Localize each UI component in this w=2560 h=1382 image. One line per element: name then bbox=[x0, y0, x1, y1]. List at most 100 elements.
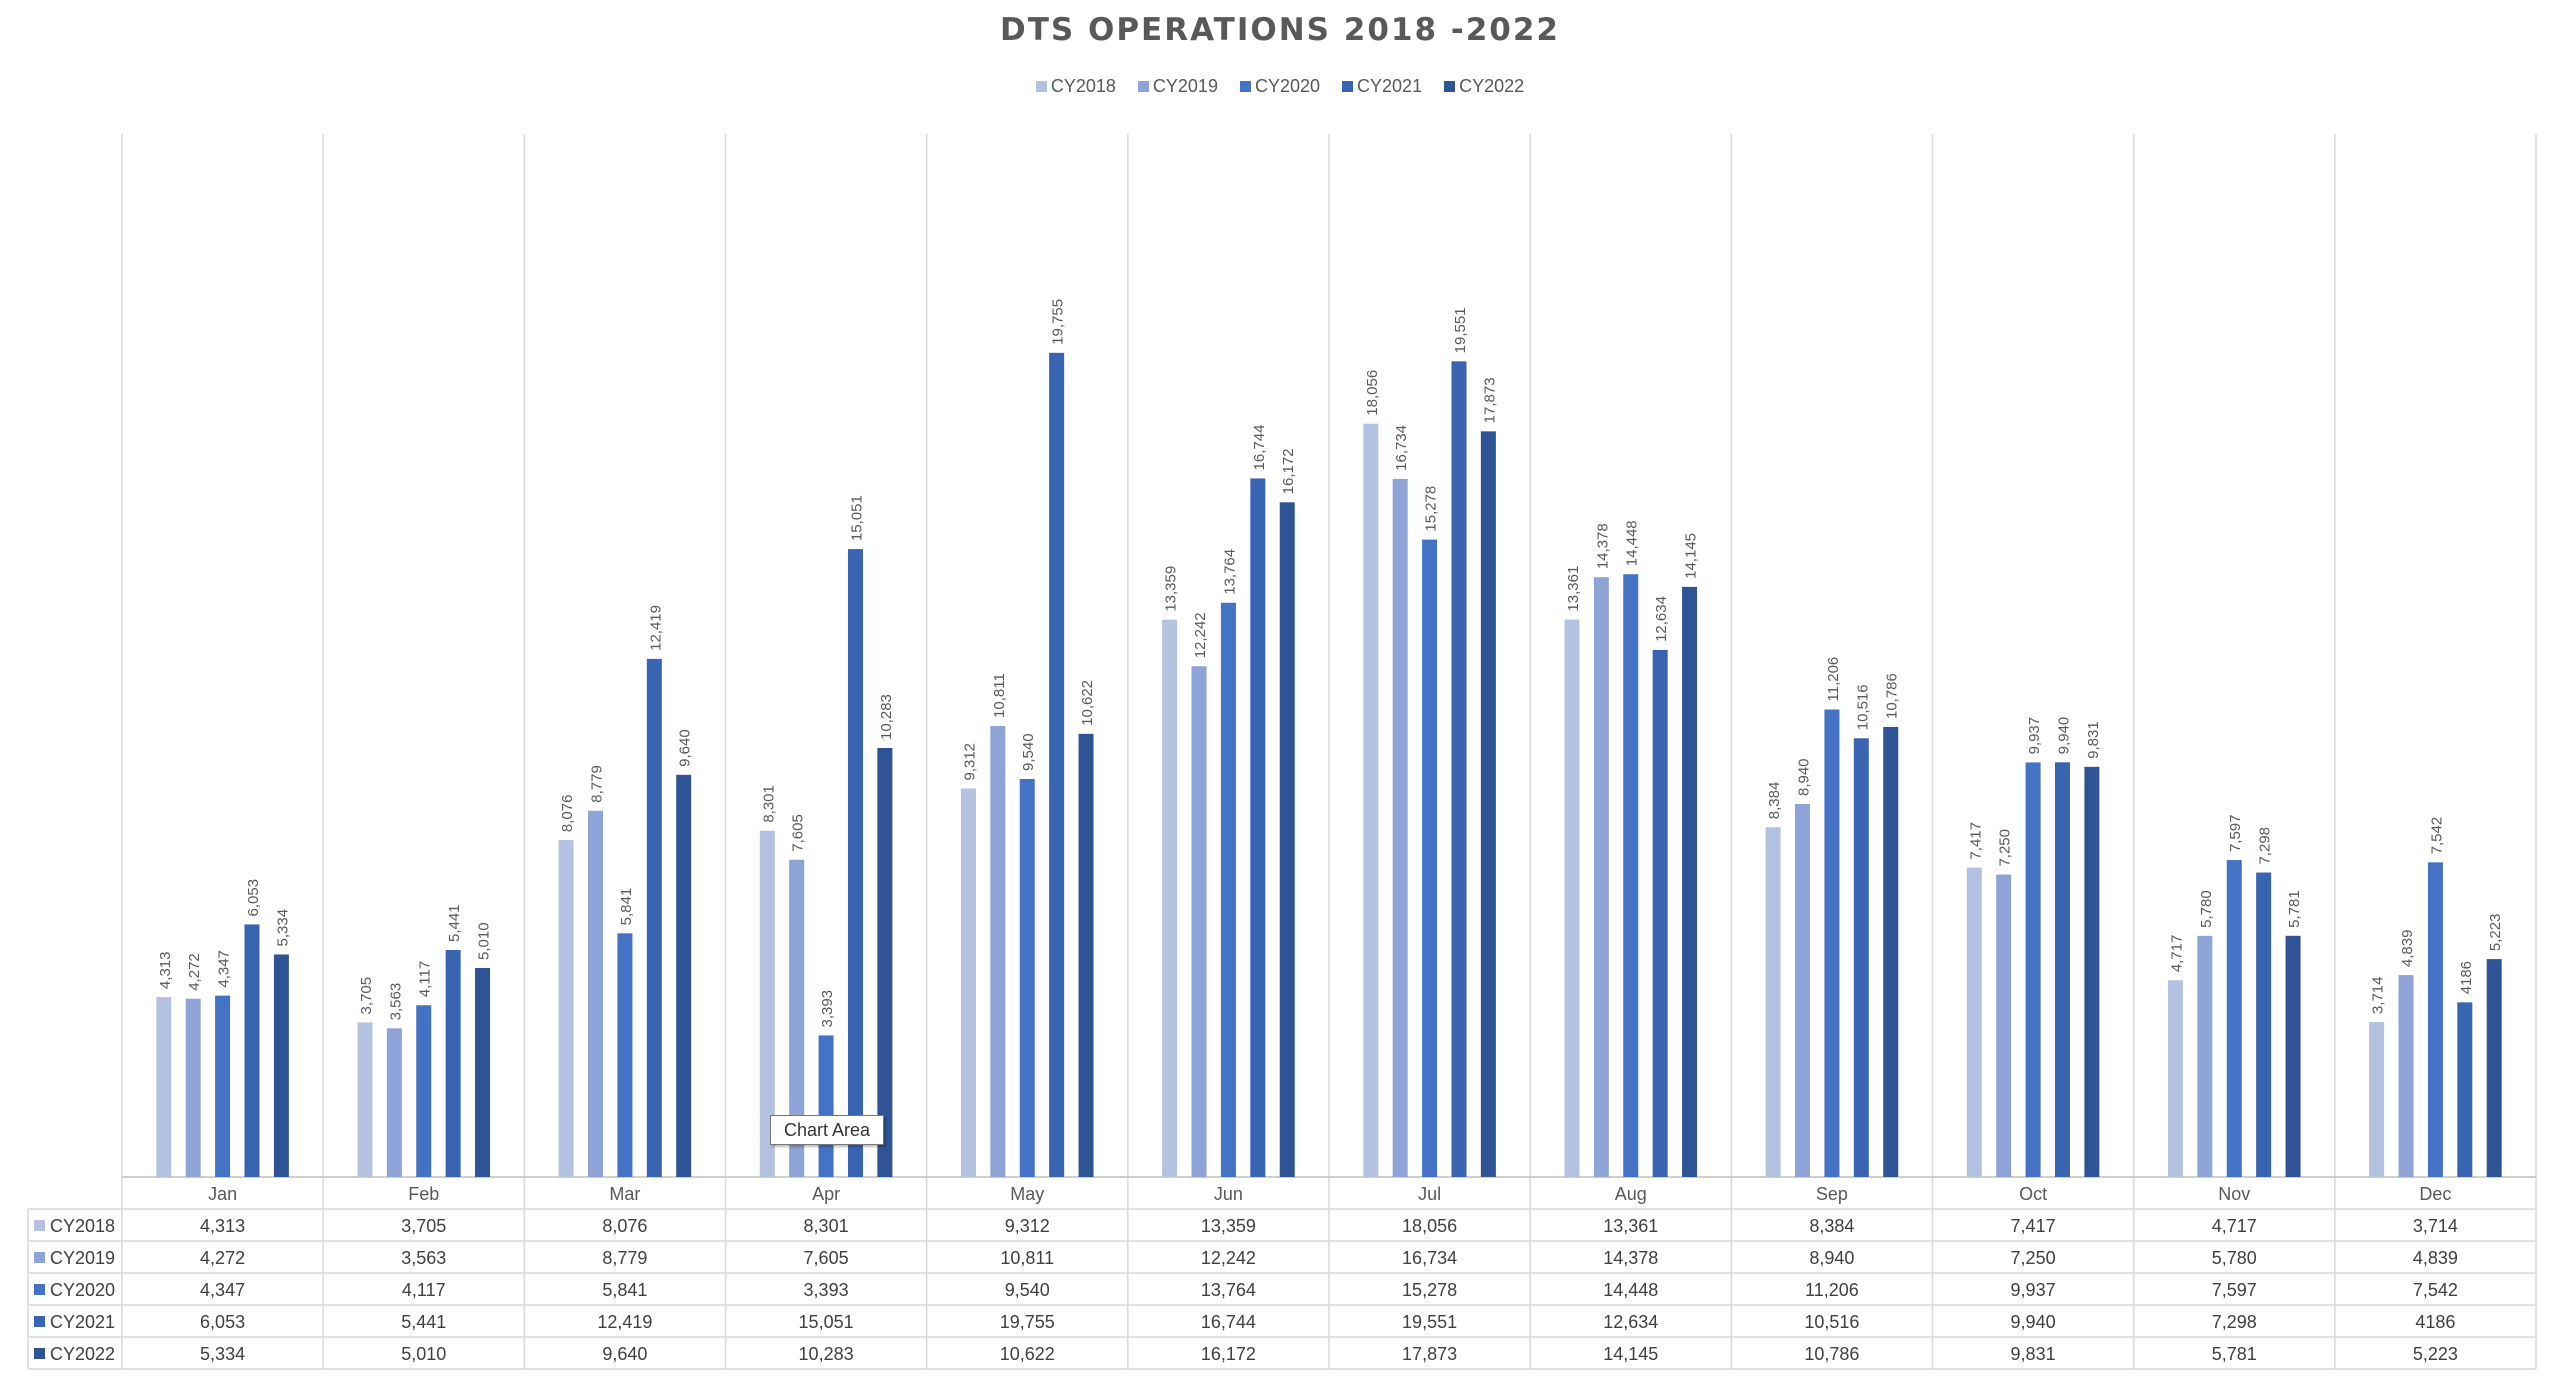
bar-cy2022-nov[interactable] bbox=[2285, 935, 2301, 1177]
bar-cy2020-apr[interactable] bbox=[818, 1035, 834, 1177]
data-label: 9,937 bbox=[2026, 717, 2043, 755]
bar-cy2018-sep[interactable] bbox=[1765, 827, 1781, 1177]
bar-cy2021-dec[interactable] bbox=[2457, 1002, 2473, 1177]
bar-cy2019-feb[interactable] bbox=[386, 1028, 402, 1177]
table-cell: 7,597 bbox=[2212, 1280, 2257, 1300]
data-label: 18,056 bbox=[1364, 370, 1381, 416]
bar-cy2020-may[interactable] bbox=[1019, 778, 1035, 1177]
x-tick-label-nov: Nov bbox=[2218, 1184, 2250, 1204]
bar-cy2021-nov[interactable] bbox=[2256, 872, 2272, 1177]
bar-cy2021-aug[interactable] bbox=[1652, 649, 1668, 1177]
bar-cy2022-jan[interactable] bbox=[273, 954, 289, 1177]
bar-cy2020-feb[interactable] bbox=[416, 1005, 432, 1177]
table-cell: 9,940 bbox=[2011, 1312, 2056, 1332]
bar-cy2022-feb[interactable] bbox=[475, 967, 491, 1177]
data-label: 13,764 bbox=[1221, 549, 1238, 595]
bar-cy2018-feb[interactable] bbox=[357, 1022, 373, 1177]
x-tick-label-dec: Dec bbox=[2419, 1184, 2451, 1204]
legend-item-cy2019[interactable]: CY2019 bbox=[1137, 76, 1218, 97]
table-cell: 9,937 bbox=[2011, 1280, 2056, 1300]
bar-cy2022-jun[interactable] bbox=[1279, 502, 1295, 1177]
data-label: 4,347 bbox=[216, 950, 233, 988]
table-cell: 10,283 bbox=[799, 1344, 854, 1364]
bar-cy2019-dec[interactable] bbox=[2398, 975, 2414, 1177]
legend-item-cy2021[interactable]: CY2021 bbox=[1342, 76, 1422, 97]
table-series-label: CY2022 bbox=[50, 1344, 115, 1364]
bar-cy2022-sep[interactable] bbox=[1883, 727, 1899, 1177]
bar-cy2022-apr[interactable] bbox=[877, 747, 893, 1177]
bar-cy2020-jan[interactable] bbox=[215, 995, 231, 1177]
bar-cy2019-nov[interactable] bbox=[2197, 935, 2213, 1177]
bar-cy2022-dec[interactable] bbox=[2486, 959, 2502, 1177]
bar-cy2020-jul[interactable] bbox=[1422, 539, 1438, 1177]
bar-cy2019-jan[interactable] bbox=[185, 998, 201, 1177]
bar-cy2020-aug[interactable] bbox=[1623, 574, 1639, 1177]
bar-cy2019-sep[interactable] bbox=[1795, 804, 1811, 1177]
bar-cy2022-mar[interactable] bbox=[676, 774, 692, 1177]
bar-cy2021-sep[interactable] bbox=[1853, 738, 1869, 1177]
bar-cy2019-oct[interactable] bbox=[1996, 874, 2012, 1177]
bar-cy2018-nov[interactable] bbox=[2167, 980, 2183, 1177]
bar-cy2018-mar[interactable] bbox=[558, 840, 574, 1177]
legend-item-cy2022[interactable]: CY2022 bbox=[1444, 76, 1524, 97]
table-legend-key bbox=[34, 1220, 45, 1231]
bar-cy2018-aug[interactable] bbox=[1564, 619, 1580, 1177]
data-label: 5,334 bbox=[274, 909, 291, 947]
data-label: 14,378 bbox=[1594, 523, 1611, 569]
bar-cy2020-oct[interactable] bbox=[2025, 762, 2041, 1177]
bar-cy2019-apr[interactable] bbox=[789, 859, 805, 1177]
bar-cy2021-jan[interactable] bbox=[244, 924, 260, 1177]
bar-cy2021-jul[interactable] bbox=[1451, 361, 1467, 1177]
data-label: 6,053 bbox=[245, 879, 262, 917]
bar-cy2021-may[interactable] bbox=[1049, 352, 1065, 1177]
legend-item-cy2020[interactable]: CY2020 bbox=[1239, 76, 1320, 97]
x-tick-label-jun: Jun bbox=[1214, 1184, 1243, 1204]
table-cell: 8,940 bbox=[1809, 1248, 1854, 1268]
bar-cy2020-sep[interactable] bbox=[1824, 709, 1840, 1177]
bar-cy2018-oct[interactable] bbox=[1966, 867, 1982, 1177]
table-cell: 8,779 bbox=[602, 1248, 647, 1268]
data-label: 14,145 bbox=[1683, 533, 1700, 579]
bar-cy2021-mar[interactable] bbox=[646, 658, 662, 1177]
table-series-label: CY2021 bbox=[50, 1312, 115, 1332]
data-label: 7,597 bbox=[2227, 815, 2244, 853]
bar-cy2020-jun[interactable] bbox=[1220, 602, 1236, 1177]
bar-cy2018-jun[interactable] bbox=[1162, 619, 1178, 1177]
bar-cy2019-aug[interactable] bbox=[1593, 577, 1609, 1177]
data-label: 12,634 bbox=[1653, 596, 1670, 642]
bar-cy2020-nov[interactable] bbox=[2226, 860, 2242, 1177]
bar-cy2018-jan[interactable] bbox=[156, 997, 172, 1177]
data-label: 19,755 bbox=[1050, 299, 1067, 345]
table-cell: 7,250 bbox=[2011, 1248, 2056, 1268]
legend-item-cy2018[interactable]: CY2018 bbox=[1035, 76, 1116, 97]
bar-cy2019-jun[interactable] bbox=[1191, 666, 1207, 1177]
legend[interactable]: CY2018 CY2019 CY2020 CY2021 CY2022 bbox=[0, 76, 2560, 97]
bar-cy2018-apr[interactable] bbox=[759, 830, 775, 1177]
bar-cy2019-jul[interactable] bbox=[1392, 478, 1408, 1177]
bar-cy2021-oct[interactable] bbox=[2054, 762, 2070, 1177]
tooltip-chart-area: Chart Area bbox=[770, 1115, 884, 1145]
bar-cy2022-may[interactable] bbox=[1078, 733, 1094, 1177]
table-cell: 14,145 bbox=[1603, 1344, 1658, 1364]
bar-cy2019-may[interactable] bbox=[990, 725, 1006, 1177]
bar-cy2020-dec[interactable] bbox=[2427, 862, 2443, 1177]
bar-cy2019-mar[interactable] bbox=[588, 810, 604, 1177]
bar-cy2020-mar[interactable] bbox=[617, 933, 633, 1177]
bar-cy2022-oct[interactable] bbox=[2084, 766, 2100, 1177]
bar-cy2021-apr[interactable] bbox=[847, 549, 863, 1177]
bar-cy2022-jul[interactable] bbox=[1480, 431, 1496, 1177]
bar-cy2022-aug[interactable] bbox=[1682, 586, 1698, 1177]
data-label: 3,563 bbox=[387, 983, 404, 1021]
data-label: 10,516 bbox=[1854, 684, 1871, 730]
bar-cy2018-dec[interactable] bbox=[2369, 1022, 2385, 1177]
bar-cy2018-may[interactable] bbox=[960, 788, 976, 1177]
table-cell: 17,873 bbox=[1402, 1344, 1457, 1364]
data-label: 9,312 bbox=[961, 743, 978, 781]
bar-cy2018-jul[interactable] bbox=[1363, 423, 1379, 1177]
bar-cy2021-jun[interactable] bbox=[1250, 478, 1266, 1177]
table-cell: 4,313 bbox=[200, 1216, 245, 1236]
bar-cy2021-feb[interactable] bbox=[445, 950, 461, 1177]
table-cell: 4,272 bbox=[200, 1248, 245, 1268]
data-label: 8,779 bbox=[589, 765, 606, 803]
